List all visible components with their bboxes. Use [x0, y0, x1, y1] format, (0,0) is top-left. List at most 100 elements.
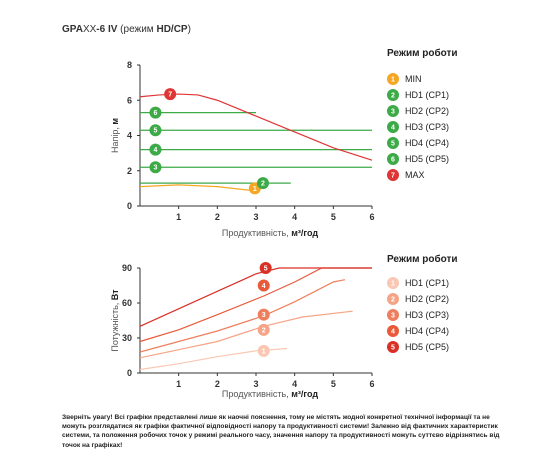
x-tick-label: 1: [176, 379, 181, 389]
legend-badge-number: 1: [391, 77, 395, 84]
legend-title: Режим роботи: [387, 253, 458, 265]
y-axis-label: Потужність, Вт: [110, 289, 120, 352]
x-tick-label: 3: [253, 212, 258, 222]
legend-badge: [387, 121, 399, 133]
x-axis-label-text: Продуктивність,: [222, 228, 291, 238]
legend-title: Режим роботи: [387, 47, 458, 59]
series-badge: [256, 177, 269, 190]
title-part: HD/CP: [156, 24, 188, 35]
y-tick-label: 0: [127, 368, 132, 378]
series-line: [139, 184, 257, 192]
x-tick-label: 2: [215, 212, 220, 222]
legend-badge: [387, 341, 399, 353]
legend-item-label: HD1 (CP1): [405, 90, 449, 100]
legend-badge: [387, 325, 399, 337]
legend-badge: [387, 309, 399, 321]
legend-badge: [387, 169, 399, 181]
legend-badge-number: 4: [391, 125, 395, 132]
legend-badge: [387, 293, 399, 305]
legend-item-label: HD4 (CP4): [405, 138, 449, 148]
series-badge-number: 5: [264, 266, 268, 273]
series-badge-number: 4: [262, 283, 266, 290]
legend-badge: [387, 277, 399, 289]
y-tick-label: 90: [122, 263, 132, 273]
x-axis-label: Продуктивність, м³/год: [222, 228, 318, 238]
series-badge: [164, 88, 177, 101]
series-badge-number: 2: [262, 327, 266, 334]
legend-item-label: HD1 (CP1): [405, 278, 449, 288]
series-badge: [149, 161, 162, 174]
x-tick-label: 4: [292, 212, 297, 222]
legend-item-label: MAX: [405, 170, 425, 180]
power-chart: 0 30 60 90 1 2 3 4 5 6 Продуктивність, м³/год Потуж…: [110, 253, 458, 399]
y-tick-label: 6: [127, 95, 132, 105]
series-line: [139, 267, 372, 327]
x-tick-label: 5: [331, 212, 336, 222]
x-tick-label: 6: [369, 212, 374, 222]
x-axis-label-unit: м³/год: [291, 389, 318, 399]
legend-badge-number: 1: [391, 281, 395, 288]
legend-badge: [387, 153, 399, 165]
x-tick-label: 3: [253, 379, 258, 389]
y-tick-label: 0: [127, 201, 132, 211]
disclaimer-text: Зверніть увагу! Всі графіки представлені…: [62, 414, 500, 449]
series-badge: [149, 106, 162, 119]
series-badge-number: 6: [154, 110, 158, 117]
legend-badge-number: 5: [391, 141, 395, 148]
title-part: (режим: [117, 24, 157, 35]
series-badge-number: 3: [154, 165, 158, 172]
title-part: ): [187, 24, 191, 35]
legend-item-label: HD2 (CP2): [405, 294, 449, 304]
x-axis-label-unit: м³/год: [291, 228, 318, 238]
series-line: [139, 267, 372, 343]
title-part: GPA: [62, 24, 83, 35]
legend-item-label: HD5 (CP5): [405, 342, 449, 352]
y-tick-label: 4: [127, 131, 132, 141]
y-axis-label-unit: м: [110, 118, 120, 125]
x-tick-label: 1: [176, 212, 181, 222]
y-tick-label: 60: [122, 298, 132, 308]
x-tick-label: 5: [331, 379, 336, 389]
legend-badge-number: 5: [391, 345, 395, 352]
legend-badge: [387, 137, 399, 149]
series-badge-number: 2: [261, 181, 265, 188]
legend-badge-number: 6: [391, 157, 395, 164]
x-axis-label-text: Продуктивність,: [222, 389, 291, 399]
y-axis-label: Напір, м: [110, 118, 120, 153]
legend-item-label: HD3 (CP3): [405, 122, 449, 132]
series-badge-number: 3: [262, 312, 266, 319]
legend-badge-number: 4: [391, 329, 395, 336]
series-badge-number: 5: [154, 128, 158, 135]
series-badge: [257, 344, 270, 357]
legend-badge-number: 2: [391, 297, 395, 304]
series-line: [139, 310, 353, 359]
x-tick-label: 6: [369, 379, 374, 389]
series-badge: [257, 308, 270, 321]
series-badge-number: 4: [154, 147, 158, 154]
legend-badge-number: 2: [391, 93, 395, 100]
series-badge: [149, 143, 162, 156]
series-badge-number: 7: [168, 92, 172, 99]
x-tick-label: 2: [215, 379, 220, 389]
series-badge: [259, 262, 272, 274]
title-part: XX: [82, 24, 97, 35]
legend-badge-number: 3: [391, 313, 395, 320]
series-badge-number: 1: [253, 186, 257, 193]
series-line: [139, 93, 373, 161]
legend-item-label: HD3 (CP3): [405, 310, 449, 320]
series-badge: [257, 323, 270, 336]
legend-badge: [387, 89, 399, 101]
series-badge: [257, 279, 270, 292]
series-badge-number: 1: [262, 348, 266, 355]
y-axis-label-text: Напір,: [110, 125, 120, 153]
page-title: GPAXX-6 IV (режим HD/CP): [62, 24, 191, 35]
legend-badge-number: 3: [391, 109, 395, 116]
y-tick-label: 2: [127, 166, 132, 176]
legend-item-label: HD5 (CP5): [405, 154, 449, 164]
legend-item-label: HD2 (CP2): [405, 106, 449, 116]
legend-badge-number: 7: [391, 173, 395, 180]
y-axis-label-unit: Вт: [110, 289, 120, 300]
title-part: -6 IV: [96, 24, 118, 35]
